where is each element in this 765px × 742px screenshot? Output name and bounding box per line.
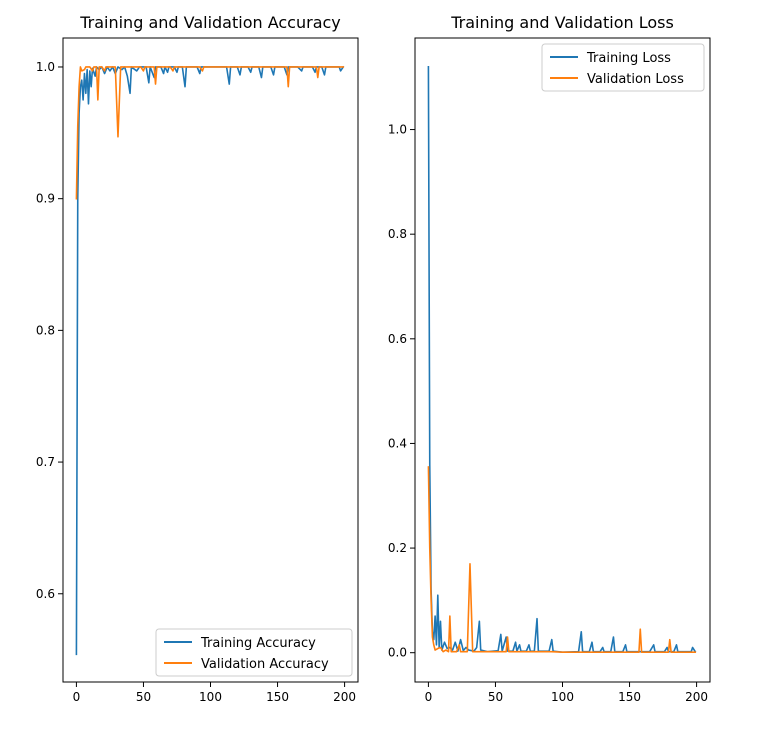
- loss-x-tick-label: 50: [488, 690, 503, 704]
- loss-y-tick-label: 0.8: [388, 227, 407, 241]
- accuracy-y-tick-label: 0.7: [36, 455, 55, 469]
- loss-y-tick-label: 0.4: [388, 436, 407, 450]
- accuracy-legend-label-validation: Validation Accuracy: [201, 657, 329, 672]
- loss-y-tick-label: 0.0: [388, 646, 407, 660]
- accuracy-x-tick-label: 0: [73, 690, 81, 704]
- loss-legend-label-validation: Validation Loss: [587, 72, 684, 87]
- accuracy-series-training-line: [75, 65, 345, 656]
- accuracy-chart-title: Training and Validation Accuracy: [79, 13, 341, 32]
- accuracy-y-tick-label: 1.0: [36, 60, 55, 74]
- accuracy-chart: Training and Validation Accuracy 0 50 100 15…: [36, 13, 359, 704]
- loss-x-tick-label: 0: [425, 690, 433, 704]
- accuracy-x-tick-label: 100: [199, 690, 222, 704]
- loss-y-tick-label: 0.6: [388, 332, 407, 346]
- loss-series-validation-line: [427, 466, 697, 653]
- accuracy-y-tick-label: 0.9: [36, 192, 55, 206]
- accuracy-legend-label-training: Training Accuracy: [200, 636, 316, 651]
- accuracy-y-tick-label: 0.6: [36, 587, 55, 601]
- loss-y-tick-label: 0.2: [388, 541, 407, 555]
- accuracy-x-tick-label: 200: [333, 690, 356, 704]
- loss-chart: Training and Validation Loss 0 50 100 150 200…: [388, 13, 711, 704]
- accuracy-y-tick-label: 0.8: [36, 323, 55, 337]
- loss-legend-label-training: Training Loss: [586, 51, 671, 66]
- loss-y-tick-label: 1.0: [388, 123, 407, 137]
- loss-chart-title: Training and Validation Loss: [450, 13, 674, 32]
- accuracy-series-validation-line: [75, 66, 345, 200]
- loss-x-tick-label: 200: [685, 690, 708, 704]
- loss-x-tick-label: 100: [551, 690, 574, 704]
- loss-legend: Training Loss Validation Loss: [541, 43, 705, 92]
- accuracy-x-tick-label: 150: [266, 690, 289, 704]
- loss-x-tick-label: 150: [618, 690, 641, 704]
- accuracy-x-tick-label: 50: [136, 690, 151, 704]
- loss-legend-box: [541, 43, 705, 92]
- accuracy-legend: Training Accuracy Validation Accuracy: [155, 628, 353, 677]
- accuracy-legend-box: [155, 628, 353, 677]
